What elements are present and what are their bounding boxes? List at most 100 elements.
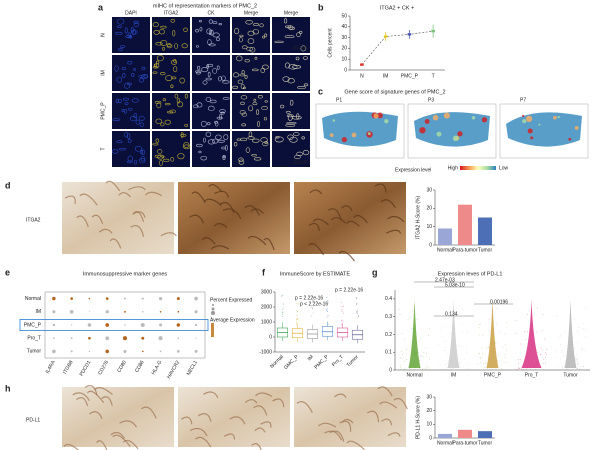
x-tick-label: IM [451,372,457,378]
cell-cluster [282,76,290,82]
gland [379,401,398,409]
point [407,33,412,36]
jitter [429,369,431,371]
gland [191,191,206,204]
cell-cluster [262,35,266,39]
jitter [426,366,427,368]
cell-cluster [126,82,132,86]
cell-cluster [177,101,184,108]
jitter [424,367,426,369]
cell-cluster [302,149,310,156]
jitter [504,333,506,335]
cell-cluster [158,29,165,35]
cell-cluster [244,74,248,79]
jitter [477,363,479,365]
cell-cluster [171,76,177,80]
image-tile [112,55,150,91]
y-tick-label: 0 [429,242,432,248]
cell-cluster [124,27,128,34]
cell-cluster [291,115,302,120]
gland [353,214,368,224]
outlier [281,311,283,313]
cell-cluster [254,56,258,60]
jitter [523,369,525,370]
cell-cluster [123,109,127,114]
jitter [449,333,451,334]
jitter [582,322,584,324]
jitter [524,330,526,332]
cell-cluster [115,31,123,35]
cell-cluster [165,75,173,81]
cell-cluster [238,159,245,165]
jitter [540,347,542,349]
cell-cluster [300,45,307,52]
cell-cluster [177,153,185,160]
cell-cluster [141,149,145,155]
cell-cluster [262,141,269,147]
cell-cluster [216,65,220,70]
jitter [404,368,406,370]
cell-cluster [257,95,263,99]
gland [130,224,145,237]
gland [214,190,229,198]
dot [194,349,198,353]
cell-cluster [184,124,189,127]
jitter [536,352,538,354]
x-tick-label: Tumor [563,372,578,378]
tissue-section [414,112,490,147]
y-tick-label: 30 [426,394,432,400]
dot [141,297,144,300]
dot [141,350,144,353]
jitter [416,318,418,320]
outlier [342,305,344,307]
jitter [563,355,565,357]
outlier [281,309,283,310]
x-tick-label: Tumor [346,354,361,369]
jitter [447,323,449,325]
jitter [576,368,578,369]
outlier [326,316,328,318]
cell-cluster [163,158,170,163]
jitter [546,353,548,355]
cell-cluster [138,75,144,78]
gland [345,220,360,227]
jitter [539,354,541,356]
bar [478,431,492,438]
dot [122,336,128,341]
hotspot [452,135,459,142]
cell-cluster [193,104,199,109]
cell-cluster [207,122,211,126]
jitter [488,319,490,320]
gland [197,413,212,422]
y-tick-label: 30 [341,35,347,41]
jitter [428,334,429,336]
cell-cluster [169,109,176,114]
cell-cluster [152,22,159,28]
jitter [576,353,578,355]
gland [144,191,162,197]
dot [52,296,56,301]
image-tile [232,17,270,53]
cell-cluster [247,38,255,45]
jitter [479,324,480,326]
dot [141,336,145,340]
jitter [457,369,459,371]
panel-letter: d [5,180,11,190]
jitter [409,316,411,318]
cell-cluster [241,112,247,117]
gland [203,198,222,207]
outlier [282,303,284,305]
panel-letter: b [318,2,324,12]
legend-title: Percent Expressed [210,297,252,303]
jitter [439,365,441,367]
jitter [518,368,520,370]
jitter [422,356,424,358]
cell-cluster [261,106,268,111]
cell-cluster [164,119,171,125]
cell-cluster [261,64,269,70]
cell-cluster [247,30,255,36]
bar [478,217,492,245]
row-label: IM [35,309,41,315]
cell-cluster [215,134,222,140]
jitter [401,332,403,334]
